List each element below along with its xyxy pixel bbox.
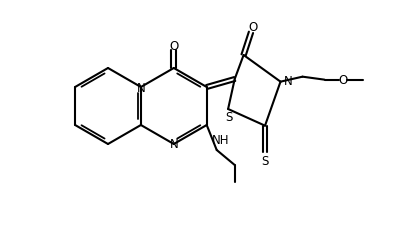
Text: NH: NH	[211, 134, 229, 147]
Text: N: N	[169, 138, 178, 151]
Text: S: S	[261, 154, 268, 167]
Text: S: S	[225, 111, 232, 124]
Text: N: N	[283, 75, 292, 88]
Text: O: O	[248, 21, 257, 34]
Text: O: O	[169, 39, 178, 52]
Text: O: O	[337, 74, 346, 87]
Text: N: N	[136, 81, 145, 94]
